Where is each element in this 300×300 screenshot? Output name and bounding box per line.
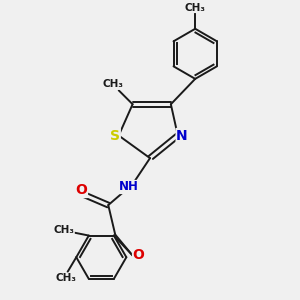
Text: O: O (133, 248, 145, 262)
Text: S: S (110, 128, 120, 142)
Text: CH₃: CH₃ (53, 225, 74, 235)
Text: N: N (176, 128, 188, 142)
Text: CH₃: CH₃ (102, 80, 123, 89)
Text: CH₃: CH₃ (56, 273, 76, 283)
Text: CH₃: CH₃ (185, 3, 206, 13)
Text: O: O (76, 184, 87, 197)
Text: NH: NH (118, 181, 138, 194)
